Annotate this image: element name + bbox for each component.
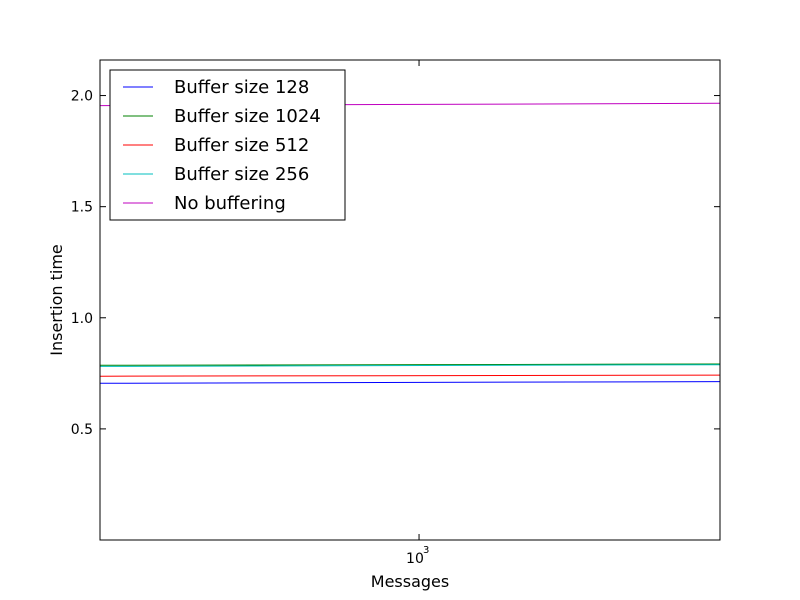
legend-label-0: Buffer size 128 [174, 77, 309, 98]
legend-label-3: Buffer size 256 [174, 164, 309, 185]
y-tick-label: 2.0 [71, 89, 93, 105]
y-axis-label: Insertion time [47, 244, 66, 356]
plot-area [99, 59, 721, 541]
x-tick-label: 10 3 [406, 545, 429, 567]
x-tick-label-base: 10 [406, 551, 424, 567]
y-tick-label: 1.5 [71, 200, 93, 216]
series-line-3 [99, 364, 721, 367]
legend-label-4: No buffering [174, 193, 286, 214]
legend: Buffer size 128 Buffer size 1024 Buffer si… [109, 69, 346, 221]
y-tick-label: 1.0 [71, 311, 93, 327]
legend-entries: Buffer size 128 Buffer size 1024 Buffer si… [123, 77, 321, 214]
legend-label-1: Buffer size 1024 [174, 106, 321, 127]
series-line-0 [99, 381, 721, 384]
x-axis-label: Messages [371, 572, 449, 591]
axis-ticks: 0.5 1.0 1.5 2.0 [71, 60, 720, 540]
series-line-1 [99, 363, 721, 366]
y-tick-label: 0.5 [71, 422, 93, 438]
x-tick-label-exponent: 3 [423, 545, 429, 556]
legend-label-2: Buffer size 512 [174, 135, 309, 156]
series-line-2 [99, 374, 721, 377]
